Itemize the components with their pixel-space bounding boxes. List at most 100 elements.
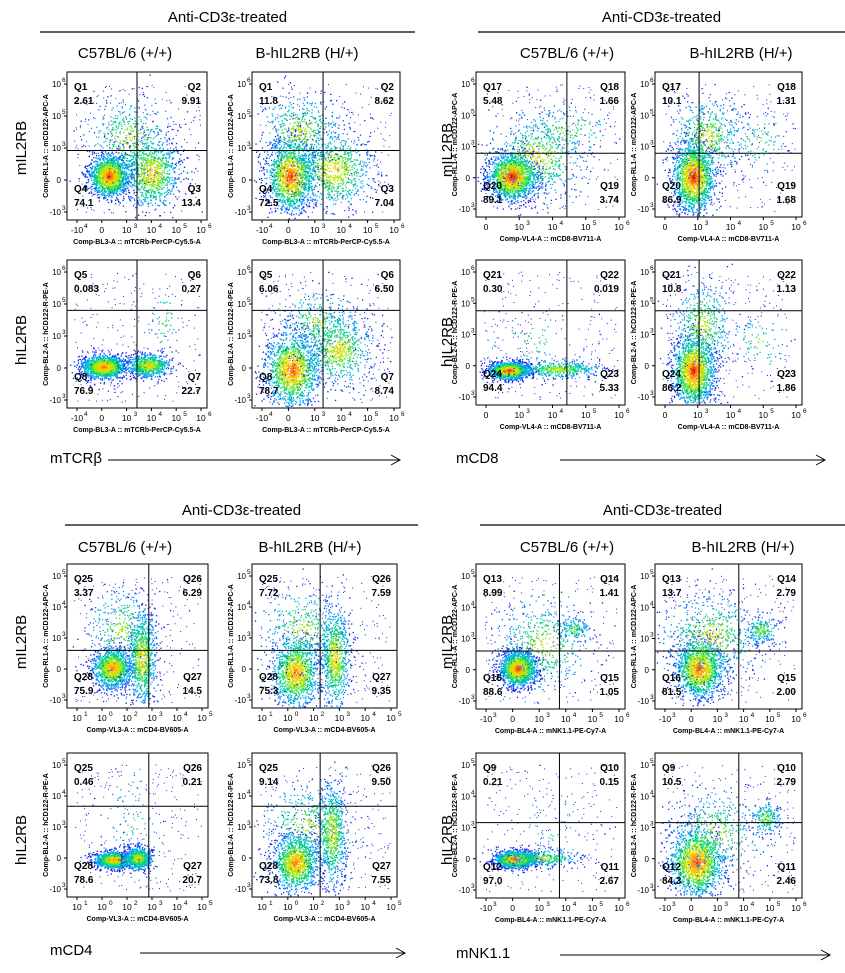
x-tick-label: 0 <box>510 714 515 724</box>
y-tick-label: 10 <box>640 80 649 89</box>
x-label: mTCRβ <box>50 450 102 467</box>
quadrant-name: Q24 <box>662 369 681 380</box>
y-tick-label: -10 <box>234 885 246 894</box>
x-tick-label: 10 <box>739 903 749 913</box>
x-tick-label: 10 <box>581 410 591 420</box>
y-tick-exponent: 3 <box>247 882 251 889</box>
x-tick-label: 10 <box>122 225 132 235</box>
y-tick-exponent: 6 <box>650 77 654 84</box>
quadrant-name: Q19 <box>600 181 619 192</box>
quadrant-value: 6.29 <box>183 588 203 599</box>
x-tick-label: 10 <box>72 713 82 723</box>
x-tick-label: 10 <box>759 410 769 420</box>
quadrant-name: Q17 <box>483 82 502 93</box>
quadrant-name: Q24 <box>483 369 502 380</box>
x-tick-exponent: 4 <box>573 901 577 908</box>
y-tick-exponent: 3 <box>471 694 475 701</box>
quadrant-value: 9.91 <box>182 96 202 107</box>
x-tick-exponent: 5 <box>599 712 603 719</box>
quadrant-value: 0.21 <box>483 777 503 788</box>
x-tick-label: 0 <box>99 413 104 423</box>
x-tick-label: 0 <box>689 903 694 913</box>
quadrant-value: 10.5 <box>662 777 682 788</box>
x-tick-exponent: 4 <box>573 712 577 719</box>
y-tick-label: 10 <box>52 603 61 612</box>
x-tick-label: 10 <box>759 222 769 232</box>
quadrant-value: 2.61 <box>74 96 94 107</box>
x-tick-label: 10 <box>147 225 157 235</box>
y-tick-exponent: 5 <box>247 297 251 304</box>
y-tick-exponent: 6 <box>471 265 475 272</box>
y-tick-exponent: 3 <box>62 631 66 638</box>
y-tick-label: -10 <box>458 697 470 706</box>
y-tick-exponent: 5 <box>650 296 654 303</box>
quadrant-name: Q18 <box>777 82 796 93</box>
y-tick-exponent: 3 <box>650 328 654 335</box>
x-tick-exponent: 3 <box>546 901 550 908</box>
x-tick-label: 10 <box>196 225 206 235</box>
x-channel-label: Comp-BL3-A :: mTCRb-PerCP-Cy5.5-A <box>262 427 390 434</box>
y-tick-exponent: 3 <box>650 202 654 209</box>
y-tick-label: 10 <box>640 299 649 308</box>
quadrant-value: 1.05 <box>600 687 620 698</box>
x-tick-label: 0 <box>484 410 489 420</box>
x-tick-exponent: 4 <box>84 223 88 230</box>
quadrant-value: 1.68 <box>777 195 797 206</box>
y-tick-label: 10 <box>461 268 470 277</box>
x-tick-label: 10 <box>122 902 132 912</box>
chart-title: Anti-CD3ε-treated <box>168 9 287 26</box>
y-tick-exponent: 3 <box>471 390 475 397</box>
quadrant-name: Q9 <box>662 763 676 774</box>
dot-cloud <box>254 568 391 708</box>
y-tick-label: -10 <box>234 208 246 217</box>
quadrant-value: 0.019 <box>594 284 619 295</box>
x-tick-exponent: 4 <box>269 411 273 418</box>
quadrant-name: Q13 <box>662 574 681 585</box>
quadrant-value: 78.6 <box>74 875 94 886</box>
x-tick-exponent: 5 <box>209 711 213 718</box>
quadrant-value: 2.79 <box>777 588 797 599</box>
y-tick-exponent: 3 <box>62 393 66 400</box>
quadrant-value: 1.31 <box>777 96 797 107</box>
y-tick-exponent: 5 <box>62 109 66 116</box>
y-tick-label: -10 <box>49 396 61 405</box>
x-tick-exponent: 3 <box>322 223 326 230</box>
dot-cloud <box>75 764 202 892</box>
x-tick-label: 10 <box>197 902 207 912</box>
y-channel-label: Comp-BL2-A :: hCD122-R-PE-A <box>228 282 235 386</box>
y-tick-label: -10 <box>637 393 649 402</box>
x-tick-label: 0 <box>286 225 291 235</box>
quadrant-name: Q2 <box>188 82 202 93</box>
y-tick-exponent: 4 <box>650 600 654 607</box>
quadrant-value: 8.62 <box>375 96 395 107</box>
quadrant-value: 6.50 <box>375 284 395 295</box>
quadrant-name: Q11 <box>778 862 797 873</box>
quadrant-value: 78.7 <box>259 386 279 397</box>
x-tick-exponent: 0 <box>295 711 299 718</box>
x-channel-label: Comp-BL4-A :: mNK1.1-PE-Cy7-A <box>495 728 606 735</box>
x-tick-exponent: 4 <box>184 711 188 718</box>
y-tick-exponent: 5 <box>471 569 475 576</box>
x-tick-exponent: 6 <box>626 220 630 227</box>
x-tick-label: 10 <box>791 410 801 420</box>
x-tick-label: 0 <box>663 410 668 420</box>
y-channel-label: Comp-RL1-A :: mCD122-APC-A <box>631 93 638 197</box>
x-tick-label: 0 <box>286 413 291 423</box>
y-tick-label: 10 <box>461 80 470 89</box>
quadrant-value: 0.21 <box>183 777 203 788</box>
quadrant-name: Q8 <box>259 372 273 383</box>
y-tick-label: 10 <box>52 761 61 770</box>
x-tick-exponent: 1 <box>269 900 273 907</box>
y-tick-exponent: 3 <box>471 632 475 639</box>
y-tick-label: 0 <box>466 855 471 864</box>
x-tick-exponent: 5 <box>398 711 402 718</box>
dot-cloud <box>72 576 201 706</box>
x-tick-exponent: 1 <box>269 711 273 718</box>
y-tick-label: 0 <box>645 666 650 675</box>
